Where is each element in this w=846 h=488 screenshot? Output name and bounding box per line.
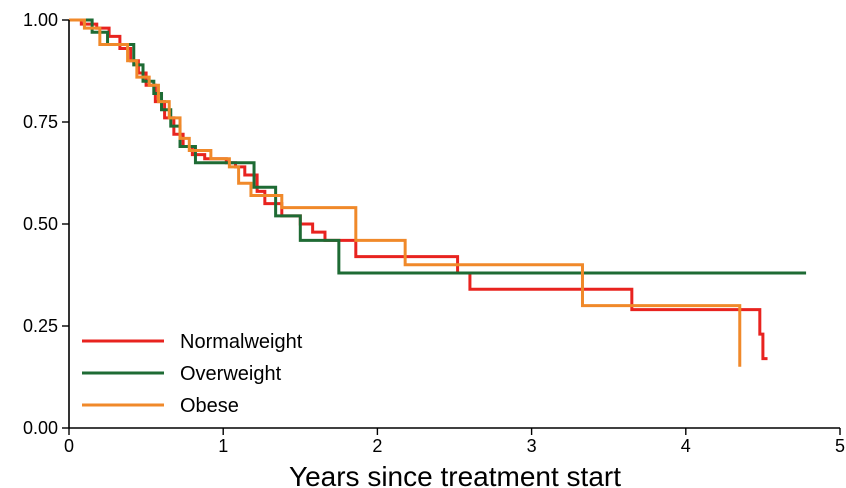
y-tick-label: 0.50 bbox=[23, 214, 58, 234]
y-tick-label: 1.00 bbox=[23, 10, 58, 30]
series-line-normalweight bbox=[69, 18, 768, 361]
y-tick-label: 0.75 bbox=[23, 112, 58, 132]
series-line-overweight bbox=[69, 18, 807, 275]
x-tick-label: 4 bbox=[681, 436, 691, 456]
x-axis-title: Years since treatment start bbox=[289, 461, 621, 488]
legend-label-overweight: Overweight bbox=[180, 363, 282, 385]
series-line-obese bbox=[69, 18, 742, 367]
legend-label-normalweight: Normalweight bbox=[180, 331, 303, 353]
x-ticks: 0 1 2 3 4 5 bbox=[64, 428, 845, 456]
y-ticks: 0.00 0.25 0.50 0.75 1.00 bbox=[23, 10, 69, 438]
legend-label-obese: Obese bbox=[180, 395, 239, 417]
plot-area bbox=[69, 18, 807, 367]
x-tick-label: 3 bbox=[527, 436, 537, 456]
axes: 0 1 2 3 4 5 0.00 0.25 0.50 0.75 1.00 Years since … bbox=[23, 10, 845, 488]
x-tick-label: 5 bbox=[835, 436, 845, 456]
legend: Normalweight Overweight Obese bbox=[82, 331, 303, 417]
x-tick-label: 1 bbox=[218, 436, 228, 456]
x-tick-label: 0 bbox=[64, 436, 74, 456]
y-tick-label: 0.00 bbox=[23, 418, 58, 438]
y-tick-label: 0.25 bbox=[23, 316, 58, 336]
x-tick-label: 2 bbox=[372, 436, 382, 456]
